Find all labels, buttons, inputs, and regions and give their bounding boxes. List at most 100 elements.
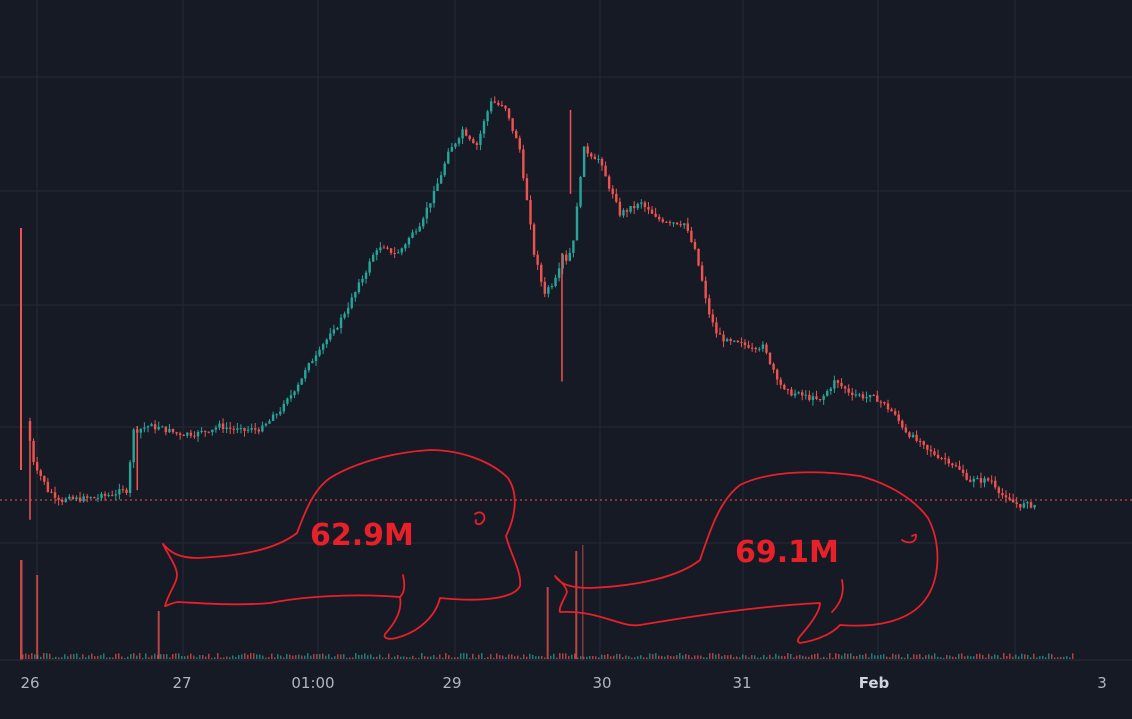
volume-bar bbox=[694, 655, 696, 659]
candle-body bbox=[783, 384, 786, 390]
volume-bar bbox=[295, 655, 297, 659]
volume-bar bbox=[559, 653, 561, 659]
volume-bar bbox=[265, 657, 267, 659]
volume-bar bbox=[310, 655, 312, 659]
candle-body bbox=[432, 190, 436, 204]
candle-body bbox=[690, 230, 693, 242]
candle-body bbox=[593, 156, 597, 160]
candle-body bbox=[972, 478, 975, 482]
candle-body bbox=[193, 435, 196, 437]
volume-bar bbox=[736, 656, 738, 659]
candle-body bbox=[700, 265, 704, 281]
candle-body bbox=[758, 348, 761, 350]
whale-drawing-left bbox=[162, 449, 522, 640]
volume-bar bbox=[496, 653, 498, 659]
volume-bar bbox=[76, 653, 78, 659]
candle-body bbox=[679, 224, 682, 226]
candle-body bbox=[658, 216, 661, 220]
volume-bar bbox=[823, 656, 825, 659]
candle-body bbox=[35, 462, 39, 471]
volume-bar bbox=[874, 655, 876, 659]
candle-body bbox=[632, 205, 636, 209]
candle-body bbox=[168, 428, 171, 433]
volume-bar bbox=[229, 657, 231, 659]
candle-body bbox=[597, 158, 600, 160]
volume-bar bbox=[1003, 653, 1005, 659]
volume-bar bbox=[133, 653, 135, 659]
volume-bar bbox=[73, 653, 75, 659]
volume-bar bbox=[664, 656, 666, 659]
volume-bar bbox=[988, 653, 990, 659]
volume-bar bbox=[277, 654, 279, 659]
volume-bar bbox=[337, 654, 339, 659]
volume-bar bbox=[790, 653, 792, 659]
candle-body bbox=[976, 478, 979, 480]
candle-body bbox=[232, 428, 235, 430]
candle-body bbox=[722, 334, 725, 342]
x-tick-label: 01:00 bbox=[291, 674, 334, 692]
candle-body bbox=[175, 432, 178, 434]
volume-bar bbox=[802, 655, 804, 659]
candle-body bbox=[497, 102, 500, 105]
volume-bar bbox=[514, 656, 516, 659]
volume-bar bbox=[1030, 657, 1032, 659]
volume-bar bbox=[1042, 655, 1044, 659]
candle-body bbox=[75, 497, 78, 500]
candle-body bbox=[289, 395, 293, 399]
volume-bar bbox=[607, 653, 609, 659]
candle-body bbox=[815, 396, 818, 399]
volume-bar bbox=[325, 655, 327, 659]
candle-body bbox=[50, 491, 53, 493]
volume-bar bbox=[124, 657, 126, 659]
volume-bar bbox=[253, 653, 255, 659]
volume-bar bbox=[499, 655, 501, 659]
candle-body bbox=[836, 380, 840, 383]
candle-body bbox=[647, 207, 650, 210]
candle-body bbox=[107, 495, 110, 497]
volume-bar bbox=[40, 656, 42, 659]
candle-body bbox=[1033, 504, 1036, 508]
volume-bar bbox=[1021, 653, 1023, 659]
candle-body bbox=[207, 431, 210, 433]
time-axis[interactable]: 26 27 01:00 29 30 31 Feb 3 bbox=[20, 674, 1106, 692]
volume-bar bbox=[934, 653, 936, 659]
whale-drawing-right bbox=[554, 471, 939, 644]
x-tick-label: 27 bbox=[172, 674, 191, 692]
candle-body bbox=[429, 203, 432, 208]
volume-bar bbox=[991, 656, 993, 659]
candle-body bbox=[786, 389, 790, 391]
volume-bar bbox=[808, 656, 810, 659]
volume-bar bbox=[985, 657, 987, 659]
candle-body bbox=[178, 433, 182, 435]
volume-bar bbox=[400, 656, 402, 659]
volume-bar bbox=[841, 655, 843, 659]
candle-body bbox=[57, 497, 60, 500]
volume-bar bbox=[634, 657, 636, 659]
volume-bar bbox=[856, 655, 858, 659]
volume-spike bbox=[582, 545, 584, 660]
candle-body bbox=[364, 272, 368, 279]
candle-body bbox=[826, 390, 829, 396]
candle-body bbox=[357, 282, 361, 293]
candle-body bbox=[997, 487, 1001, 494]
x-tick-label: Feb bbox=[859, 674, 890, 692]
volume-bar bbox=[568, 655, 570, 659]
candle-body bbox=[336, 328, 339, 330]
volume-bar bbox=[502, 655, 504, 659]
volume-bar bbox=[388, 653, 390, 659]
volume-bar bbox=[334, 656, 336, 659]
candle-body bbox=[314, 355, 318, 361]
volume-bar bbox=[958, 653, 960, 659]
volume-bar bbox=[703, 657, 705, 659]
volume-bar bbox=[589, 655, 591, 659]
candle-body bbox=[318, 349, 321, 356]
volume-bar bbox=[412, 655, 414, 659]
volume-bar bbox=[739, 657, 741, 659]
candle-body bbox=[990, 480, 993, 482]
volume-bar bbox=[709, 653, 711, 659]
volume-bar bbox=[280, 655, 282, 659]
volume-bar bbox=[511, 654, 513, 659]
candle-body bbox=[361, 278, 364, 283]
